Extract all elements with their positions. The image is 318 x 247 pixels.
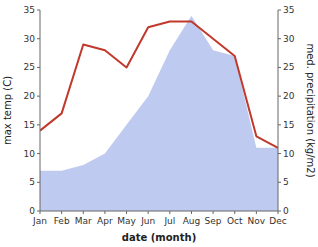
y-tick-label: 15 [24, 120, 35, 130]
y2-tick [278, 67, 281, 68]
y2-tick [278, 211, 281, 212]
temperature-line [40, 21, 278, 147]
x-tick [191, 211, 192, 214]
x-tick-label: Dec [269, 216, 286, 226]
y2-tick-label: 0 [283, 206, 289, 216]
y2-tick-label: 30 [283, 34, 295, 44]
x-tick [83, 211, 84, 214]
y-tick-label: 20 [24, 91, 36, 101]
x-tick-label: Apr [97, 216, 113, 226]
y2-tick [278, 10, 281, 11]
x-axis-label: date (month) [122, 232, 196, 243]
y2-tick [278, 124, 281, 125]
x-axis-line [40, 211, 278, 212]
x-tick-label: Oct [227, 216, 243, 226]
x-tick [126, 211, 127, 214]
y-tick [37, 182, 40, 183]
x-tick-label: Jun [140, 216, 155, 226]
y2-tick [278, 182, 281, 183]
y2-tick [278, 96, 281, 97]
y-tick [37, 211, 40, 212]
x-tick-label: May [117, 216, 136, 226]
y-tick-label: 35 [24, 5, 35, 15]
precipitation-area [40, 16, 278, 211]
y2-tick-label: 20 [283, 91, 295, 101]
y-tick-label: 10 [24, 149, 36, 159]
y-axis-line [40, 10, 41, 211]
y2-tick-label: 5 [283, 177, 289, 187]
y-tick [37, 124, 40, 125]
plot-area [40, 16, 278, 211]
y-tick-label: 30 [24, 34, 36, 44]
x-tick [148, 211, 149, 214]
y2-tick [278, 38, 281, 39]
y-tick [37, 38, 40, 39]
y2-tick-label: 35 [283, 5, 294, 15]
y-tick-label: 5 [29, 177, 35, 187]
y2-axis-label: med. precipitation (kg/m2) [305, 43, 316, 177]
chart: JanFebMarAprMayJunJulAugSepOctNovDec0510… [0, 0, 318, 247]
y2-tick [278, 153, 281, 154]
y2-tick-label: 25 [283, 62, 294, 72]
x-tick-label: Sep [205, 216, 222, 226]
y-tick [37, 67, 40, 68]
y2-tick-label: 15 [283, 120, 294, 130]
x-tick [61, 211, 62, 214]
x-tick-label: Mar [75, 216, 92, 226]
x-tick-label: Feb [54, 216, 70, 226]
y-axis-label: max temp (C) [2, 76, 13, 145]
x-tick-label: Jul [163, 216, 175, 226]
x-tick [234, 211, 235, 214]
y-tick [37, 10, 40, 11]
x-tick [169, 211, 170, 214]
y2-tick-label: 10 [283, 149, 295, 159]
x-tick-label: Nov [248, 216, 266, 226]
x-tick-label: Aug [183, 216, 201, 226]
x-tick [104, 211, 105, 214]
y-tick [37, 96, 40, 97]
y-tick [37, 153, 40, 154]
x-tick-label: Jan [32, 216, 47, 226]
x-tick [213, 211, 214, 214]
y-tick-label: 25 [24, 62, 35, 72]
x-tick [256, 211, 257, 214]
y2-axis-line [278, 10, 279, 211]
y-tick-label: 0 [29, 206, 35, 216]
